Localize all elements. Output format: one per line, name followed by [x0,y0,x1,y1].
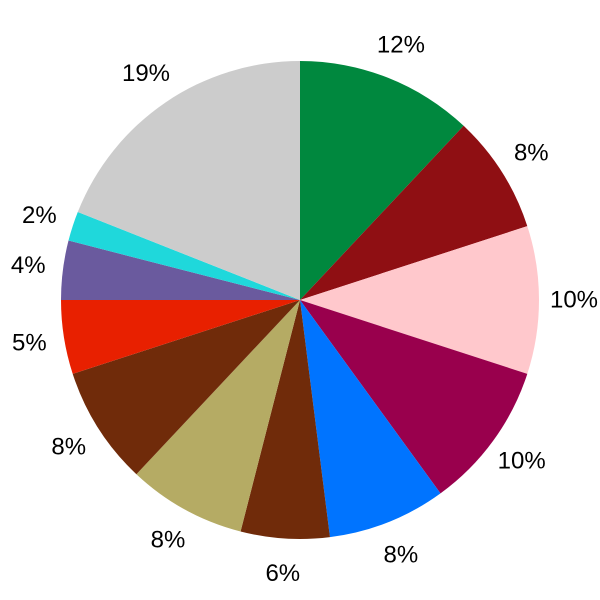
svg-text:5%: 5% [12,329,47,356]
svg-text:10%: 10% [498,448,546,475]
svg-text:19%: 19% [122,60,170,87]
svg-text:6%: 6% [265,560,300,587]
svg-text:8%: 8% [384,541,419,568]
svg-text:8%: 8% [51,433,86,460]
svg-text:2%: 2% [22,202,57,229]
svg-text:12%: 12% [377,32,425,59]
svg-text:4%: 4% [11,252,46,279]
svg-text:8%: 8% [151,527,186,554]
svg-text:8%: 8% [514,140,549,167]
svg-text:10%: 10% [550,287,598,314]
